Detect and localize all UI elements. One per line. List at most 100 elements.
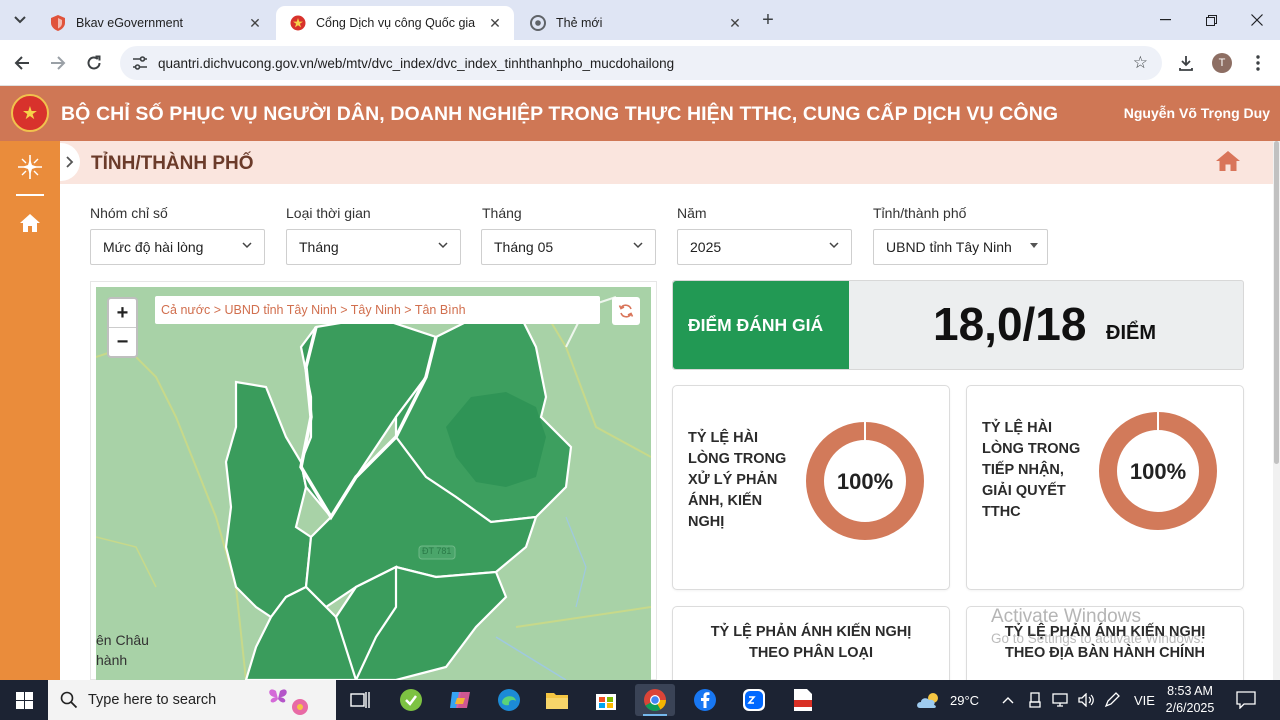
notification-button[interactable]	[1236, 680, 1256, 720]
taskbar-chrome[interactable]	[635, 684, 675, 716]
compass-menu-icon[interactable]	[14, 151, 46, 183]
task-view-icon	[350, 692, 370, 708]
chrome-icon	[530, 15, 546, 31]
activation-watermark-hint: Go to Settings to activate Windows.	[991, 631, 1205, 646]
chrome-icon	[644, 689, 666, 711]
map-place-label: ên Châu	[96, 632, 149, 648]
zoom-out-button[interactable]: −	[116, 330, 129, 353]
tab-title: Thẻ mới	[556, 16, 603, 30]
select-value: UBND tỉnh Tây Ninh	[886, 239, 1012, 255]
url-text: quantri.dichvucong.gov.vn/web/mtv/dvc_in…	[158, 55, 675, 71]
tab-new[interactable]: Thẻ mới ✕	[516, 6, 754, 40]
pen-icon[interactable]	[1104, 692, 1120, 708]
tab-bkav[interactable]: Bkav eGovernment ✕	[36, 6, 274, 40]
sidebar-divider	[16, 194, 44, 196]
select-value: Mức độ hài lòng	[103, 239, 204, 255]
tab-title: Cổng Dịch vụ công Quốc gia	[316, 16, 476, 30]
map-canvas[interactable]: ên Châu hành ĐT 781	[96, 287, 651, 680]
month-select[interactable]: Tháng 05	[481, 229, 656, 265]
tab-dvc[interactable]: Cổng Dịch vụ công Quốc gia ✕	[276, 6, 514, 40]
bookmark-star-icon[interactable]: ☆	[1132, 53, 1148, 72]
tab-title: Bkav eGovernment	[76, 16, 183, 30]
restore-button[interactable]	[1188, 0, 1234, 40]
taskbar-facebook[interactable]	[685, 684, 725, 716]
tab-search-button[interactable]	[6, 6, 34, 34]
donut-percent: 100%	[836, 469, 894, 494]
taskbar-store[interactable]	[586, 684, 626, 716]
address-bar[interactable]: quantri.dichvucong.gov.vn/web/mtv/dvc_in…	[120, 46, 1162, 80]
sidebar-expand-button[interactable]	[60, 143, 80, 181]
feedback-by-type-card	[672, 606, 950, 686]
map-road-label: ĐT 781	[422, 546, 452, 556]
page-title-band	[60, 141, 1273, 184]
browser-tab-strip: Bkav eGovernment ✕ Cổng Dịch vụ công Quố…	[0, 0, 1280, 40]
close-window-button[interactable]	[1234, 0, 1280, 40]
chevron-up-icon[interactable]	[1002, 696, 1014, 704]
donut-chart	[806, 422, 924, 540]
download-icon	[1179, 56, 1193, 71]
arrow-right-icon	[51, 56, 66, 70]
taskbar-pdf-app[interactable]	[783, 684, 823, 716]
minimize-button[interactable]	[1142, 0, 1188, 40]
taskbar-app-green[interactable]	[391, 684, 431, 716]
card-title: TỶ LỆ PHẢN ÁNH KIẾN NGHỊ THEO PHÂN LOẠI	[710, 624, 912, 661]
reload-button[interactable]	[80, 49, 108, 77]
taskbar-zalo[interactable]	[734, 684, 774, 716]
weather-widget[interactable]: 29°C	[916, 680, 979, 720]
chevron-down-icon	[14, 16, 26, 24]
start-button[interactable]	[0, 680, 48, 720]
home-button[interactable]	[1215, 150, 1243, 176]
task-view-button[interactable]	[340, 684, 380, 716]
taskbar-clock[interactable]: 8:53 AM 2/6/2025	[1160, 683, 1220, 717]
district-polygons	[224, 305, 573, 680]
province-select[interactable]: UBND tỉnh Tây Ninh	[873, 229, 1048, 265]
user-name[interactable]: Nguyễn Võ Trọng Duy	[1123, 105, 1270, 121]
taskbar-edge[interactable]	[489, 684, 529, 716]
site-info-icon[interactable]	[130, 53, 150, 73]
active-indicator	[643, 714, 667, 716]
indicator-group-select[interactable]: Mức độ hài lòng	[90, 229, 265, 265]
weather-temp: 29°C	[950, 692, 980, 708]
card-title: TỶ LỆ PHẢN ÁNH KIẾN NGHỊ THEO ĐỊA BÀN HÀ…	[1004, 624, 1206, 661]
close-icon[interactable]: ✕	[489, 14, 501, 31]
browser-menu-button[interactable]	[1244, 49, 1272, 77]
filter-label-group: Nhóm chỉ số	[90, 205, 168, 221]
refresh-icon	[618, 304, 634, 318]
home-icon[interactable]	[14, 207, 46, 239]
page-scrollbar-thumb[interactable]	[1274, 141, 1279, 464]
map-refresh-button[interactable]	[612, 297, 640, 325]
portal-title: BỘ CHỈ SỐ PHỤC VỤ NGƯỜI DÂN, DOANH NGHIỆ…	[61, 103, 1059, 125]
select-value: Tháng 05	[494, 239, 554, 255]
new-tab-button[interactable]: +	[762, 8, 774, 31]
butterfly-flower-icon	[269, 689, 308, 715]
close-icon[interactable]: ✕	[249, 14, 261, 31]
taskbar-copilot[interactable]	[440, 684, 480, 716]
zoom-in-button[interactable]: +	[116, 301, 129, 324]
time-type-select[interactable]: Tháng	[286, 229, 461, 265]
windows-logo-icon	[15, 691, 33, 709]
downloads-button[interactable]	[1172, 49, 1200, 77]
chevron-right-icon	[66, 156, 74, 168]
clock-time: 8:53 AM	[1167, 684, 1213, 698]
filter-label-year: Năm	[677, 205, 707, 221]
taskbar-search[interactable]: Type here to search	[48, 680, 336, 720]
activation-watermark-title: Activate Windows	[991, 606, 1141, 627]
pdf-icon	[794, 689, 812, 711]
volume-icon[interactable]	[1078, 693, 1094, 707]
profile-avatar[interactable]: T	[1212, 53, 1232, 73]
back-button[interactable]	[8, 49, 36, 77]
map-breadcrumb[interactable]: Cả nước > UBND tỉnh Tây Ninh > Tây Ninh …	[155, 296, 600, 324]
store-icon	[596, 694, 616, 710]
year-select[interactable]: 2025	[677, 229, 852, 265]
close-icon[interactable]: ✕	[729, 14, 741, 31]
chevron-down-icon	[242, 242, 252, 249]
taskbar-file-explorer[interactable]	[537, 684, 577, 716]
usb-device-icon[interactable]	[1028, 692, 1042, 708]
zoom-divider	[109, 327, 136, 328]
forward-button[interactable]	[44, 49, 72, 77]
network-icon[interactable]	[1052, 693, 1068, 707]
input-language[interactable]: VIE	[1134, 692, 1155, 708]
portal-header: ★ BỘ CHỈ SỐ PHỤC VỤ NGƯỜI DÂN, DOANH NGH…	[0, 86, 1280, 141]
page-title: TỈNH/THÀNH PHỐ	[91, 153, 254, 174]
district-map	[96, 296, 651, 680]
